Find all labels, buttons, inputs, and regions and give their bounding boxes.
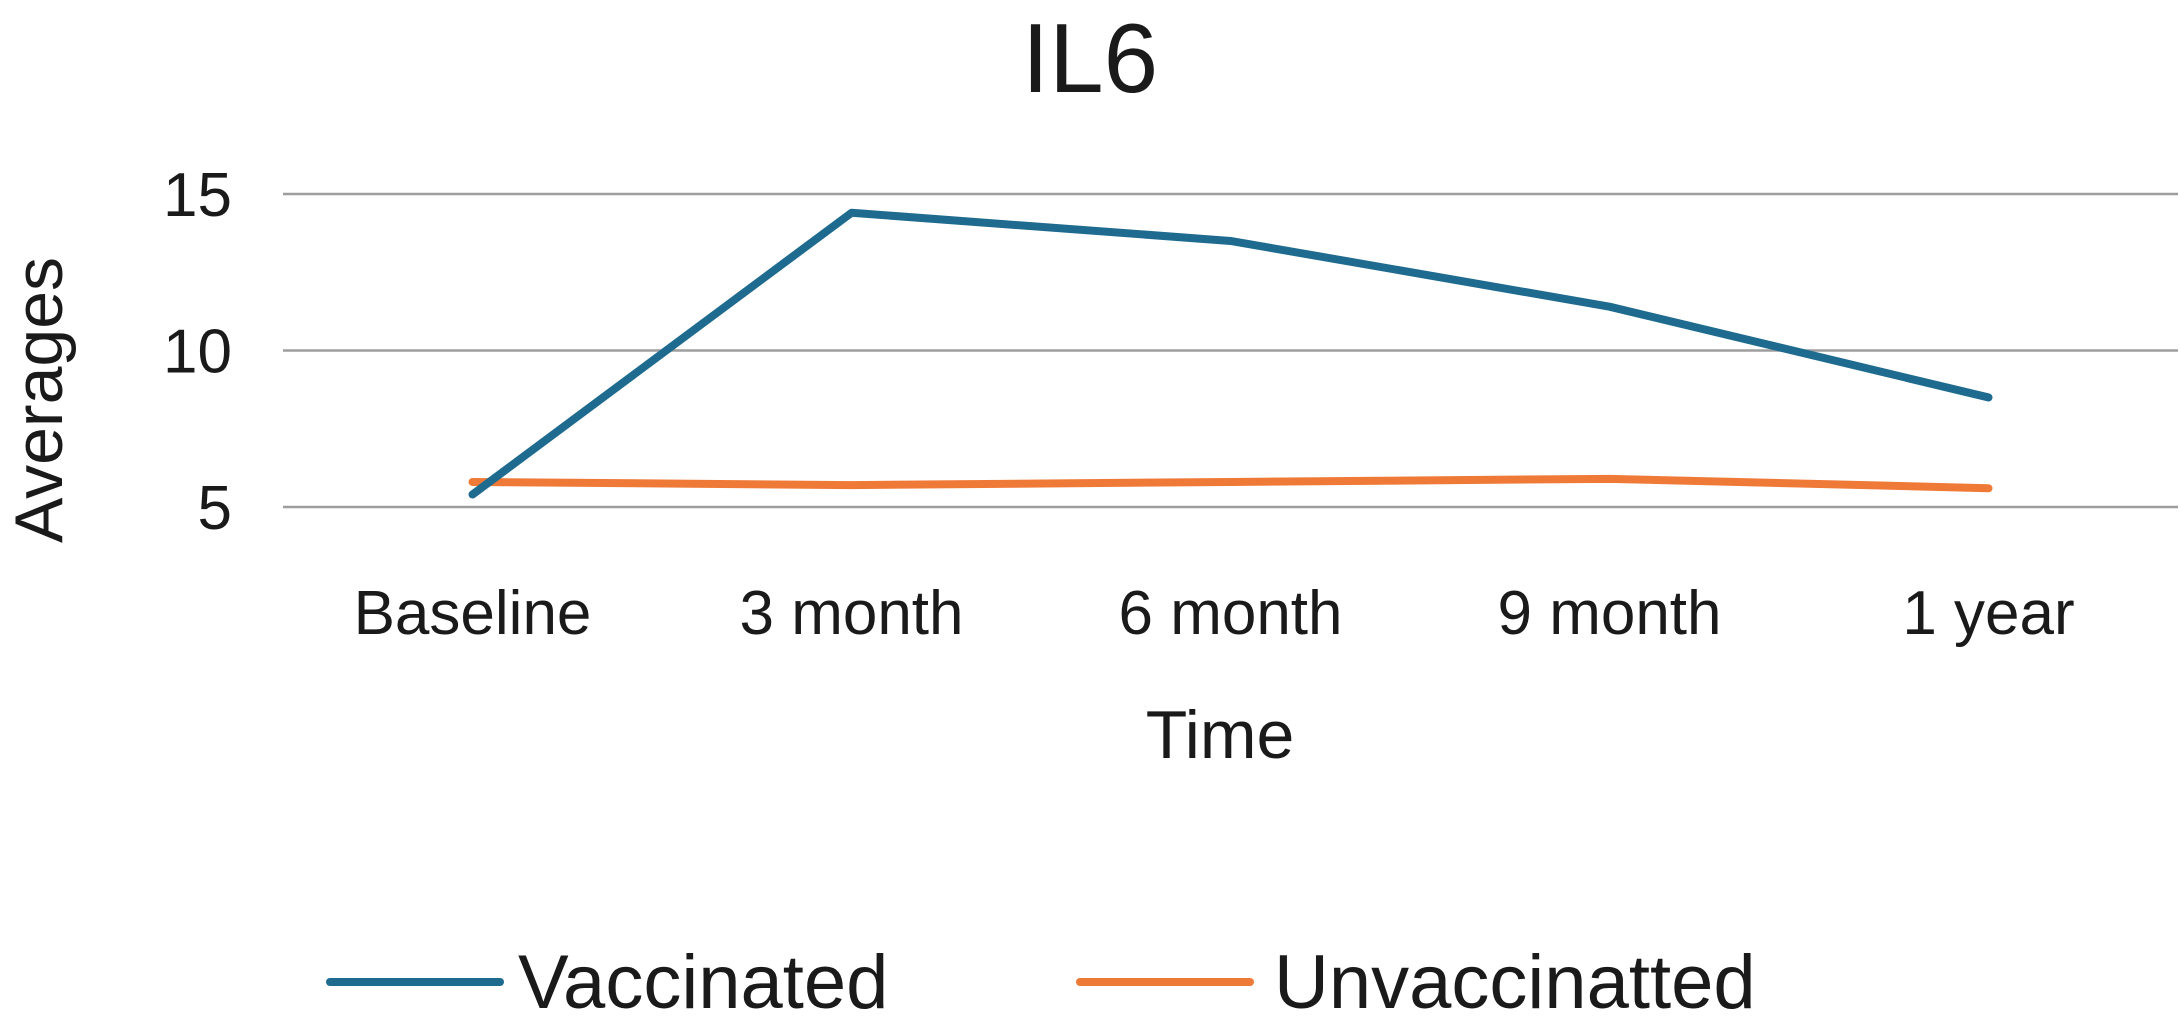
y-axis-ticks: 5 10 15 <box>163 161 232 543</box>
series-line-vaccinated <box>468 208 1993 499</box>
x-tick-label: 3 month <box>739 579 963 648</box>
x-axis-ticks: Baseline 3 month 6 month 9 month 1 year <box>354 579 2075 648</box>
series-lines <box>468 208 1993 499</box>
x-tick-label: 1 year <box>1902 579 2074 648</box>
y-tick-label: 15 <box>163 161 232 230</box>
legend-label: Vaccinated <box>518 940 888 1020</box>
x-tick-label: Baseline <box>354 579 592 648</box>
chart-title: IL6 <box>1022 3 1158 113</box>
x-tick-label: 6 month <box>1118 579 1342 648</box>
x-tick-label: 9 month <box>1497 579 1721 648</box>
y-tick-label: 5 <box>198 474 232 543</box>
legend-label: Unvaccinatted <box>1274 940 1756 1020</box>
gridlines <box>283 192 2178 509</box>
y-axis-title: Averages <box>1 257 77 543</box>
y-tick-label: 10 <box>163 318 232 387</box>
series-line-unvaccinatted <box>468 474 1993 493</box>
legend: Vaccinated Unvaccinatted <box>326 940 1756 1020</box>
x-axis-title: Time <box>1146 697 1295 773</box>
